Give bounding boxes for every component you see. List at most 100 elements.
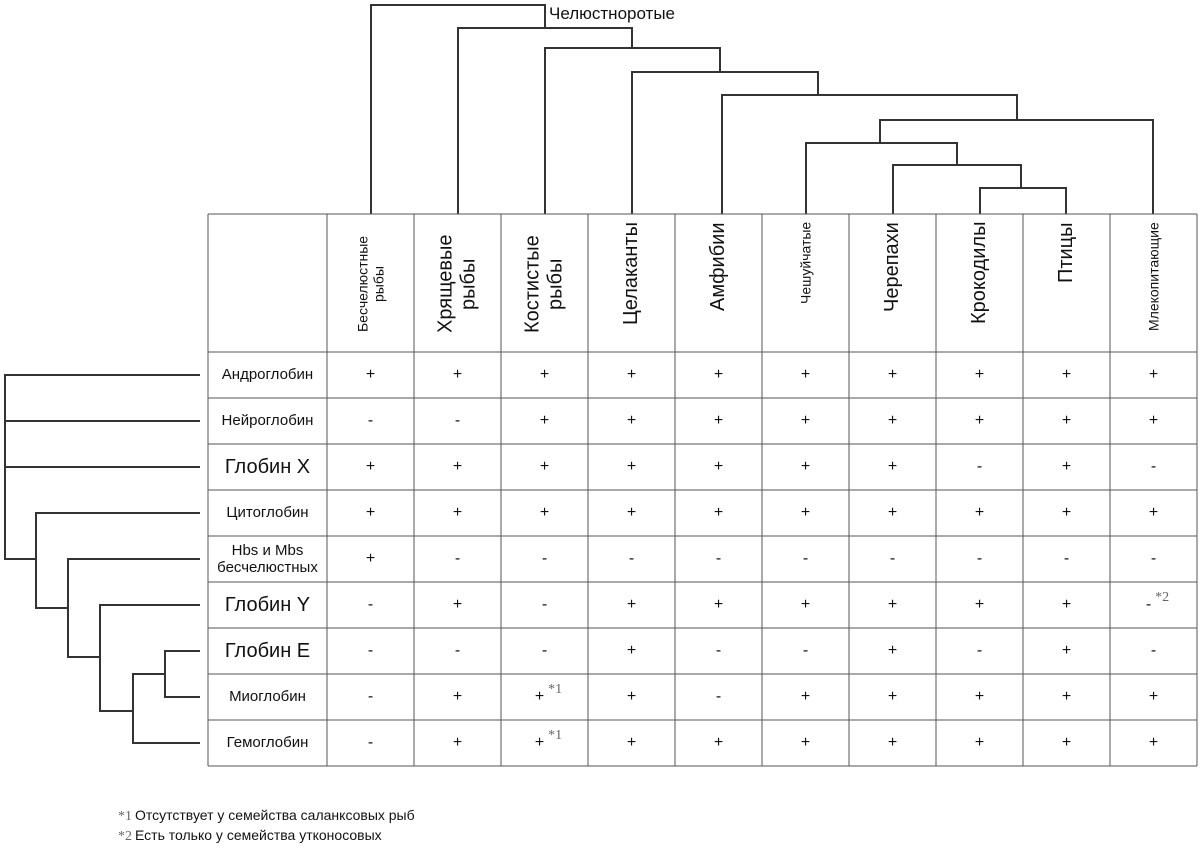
- cell: +: [539, 412, 550, 429]
- cell: +: [800, 366, 811, 383]
- cell: +: [365, 366, 376, 383]
- cell: -: [1063, 550, 1070, 567]
- cell: +: [452, 504, 463, 521]
- footnote: *1 Отсутствует у семейства саланксовых ры…: [118, 807, 415, 825]
- row-label: Андроглобин: [221, 366, 314, 384]
- cell: -: [1150, 550, 1157, 567]
- footnote-marker: *2: [118, 829, 132, 844]
- cell: -: [715, 642, 722, 659]
- cell: + *1: [501, 720, 588, 766]
- cell: +: [1061, 642, 1072, 659]
- cell: -: [976, 458, 983, 475]
- cell: -: [454, 412, 461, 429]
- cell: -: [367, 596, 374, 613]
- row-label: Глобин X: [224, 455, 311, 478]
- cell: +: [1061, 596, 1072, 613]
- cell-mark: -: [1145, 596, 1152, 613]
- cell: +: [626, 688, 637, 705]
- cell: -: [715, 550, 722, 567]
- cell: +: [1061, 504, 1072, 521]
- cell: +: [800, 504, 811, 521]
- cell: -: [628, 550, 635, 567]
- cell: +: [1148, 366, 1159, 383]
- cell: +: [713, 458, 724, 475]
- column-header: Крокодилы: [968, 222, 990, 325]
- cell: +: [452, 596, 463, 613]
- cell: -: [367, 412, 374, 429]
- column-header: Птицы: [1055, 222, 1077, 283]
- cell: +: [800, 734, 811, 751]
- cell: +: [626, 366, 637, 383]
- cell: +: [452, 734, 463, 751]
- cell: +: [800, 688, 811, 705]
- cell: -: [976, 642, 983, 659]
- cell: +: [539, 504, 550, 521]
- cell-mark: +: [534, 688, 545, 705]
- species-tree: [370, 4, 1154, 214]
- column-header: Бесчелюстные рыбы: [354, 235, 387, 333]
- cell: -: [1150, 642, 1157, 659]
- cell: +: [1061, 412, 1072, 429]
- cell: +: [887, 412, 898, 429]
- cell: +: [1061, 458, 1072, 475]
- cell: -: [715, 688, 722, 705]
- cell: -: [541, 550, 548, 567]
- cell: +: [1061, 688, 1072, 705]
- footnote-marker: *1: [118, 809, 132, 824]
- cell: -: [541, 596, 548, 613]
- cell: +: [974, 734, 985, 751]
- column-header: Целаканты: [620, 222, 642, 325]
- cell: +: [713, 412, 724, 429]
- column-header: Хрящевые рыбы: [434, 234, 480, 334]
- cell: +: [887, 458, 898, 475]
- cell: +: [1148, 688, 1159, 705]
- cell: +: [1061, 734, 1072, 751]
- cell: +: [539, 366, 550, 383]
- cell: +: [713, 366, 724, 383]
- cell: -: [889, 550, 896, 567]
- cell: +: [887, 596, 898, 613]
- cell: +: [887, 642, 898, 659]
- cell: -: [454, 550, 461, 567]
- cell: +: [1148, 504, 1159, 521]
- cell: +: [713, 504, 724, 521]
- cell: +: [365, 504, 376, 521]
- cell: +: [713, 596, 724, 613]
- cell-note: *1: [548, 728, 563, 743]
- row-label: Цитоглобин: [226, 504, 309, 522]
- cell: +: [887, 734, 898, 751]
- cell: -: [454, 642, 461, 659]
- column-header: Млекопитающие: [1145, 222, 1162, 331]
- cell: +: [974, 504, 985, 521]
- row-label: Гемоглобин: [226, 734, 309, 752]
- cell: +: [800, 412, 811, 429]
- cell: +: [974, 412, 985, 429]
- cell: +: [452, 688, 463, 705]
- cell: +: [974, 596, 985, 613]
- cell: +: [1148, 734, 1159, 751]
- cell: +: [365, 458, 376, 475]
- column-header: Костистые рыбы: [521, 235, 567, 333]
- cell: +: [626, 412, 637, 429]
- cell: +: [1061, 366, 1072, 383]
- clade-label: Челюстноротые: [549, 4, 676, 23]
- cell: +: [887, 504, 898, 521]
- row-label: Глобин E: [224, 639, 311, 662]
- cell: +: [365, 550, 376, 567]
- column-header: Амфибии: [707, 222, 729, 311]
- cell: + *1: [501, 674, 588, 720]
- cell: +: [626, 734, 637, 751]
- cell: +: [800, 458, 811, 475]
- row-label: Hbs и Mbs бесчелюстных: [217, 541, 318, 576]
- cell: -: [367, 688, 374, 705]
- footnote-text: Отсутствует у семейства саланксовых рыб: [135, 807, 415, 823]
- cell: +: [626, 596, 637, 613]
- cell-mark: +: [534, 734, 545, 751]
- cell: -: [802, 550, 809, 567]
- column-header: Чешуйчатые: [797, 222, 814, 305]
- footnote-text: Есть только у семейства утконосовых: [135, 827, 382, 843]
- row-label: Нейроглобин: [221, 412, 314, 430]
- cell: +: [800, 596, 811, 613]
